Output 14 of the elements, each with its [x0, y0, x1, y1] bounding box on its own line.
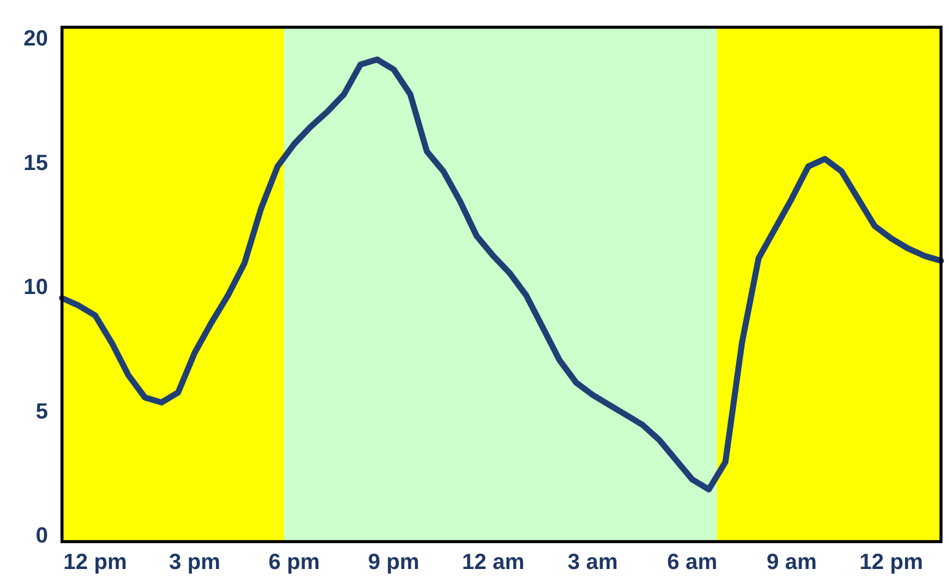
x-tick-label: 3 am	[568, 548, 618, 574]
y-tick-label: 20	[24, 26, 48, 51]
x-tick-label: 9 pm	[368, 548, 420, 574]
x-tick-label: 12 pm	[859, 548, 924, 574]
x-tick-label: 12 pm	[63, 548, 127, 574]
y-tick-label: 0	[36, 522, 48, 548]
x-tick-label: 3 pm	[169, 548, 220, 574]
y-tick-label: 15	[24, 150, 48, 175]
x-tick-label: 9 am	[766, 548, 817, 574]
x-tick-label: 6 pm	[268, 548, 320, 574]
x-tick-label: 6 am	[667, 548, 718, 574]
y-tick-label: 10	[24, 274, 48, 300]
y-tick-label: 5	[36, 398, 48, 424]
x-tick-label: 12 am	[462, 548, 524, 574]
